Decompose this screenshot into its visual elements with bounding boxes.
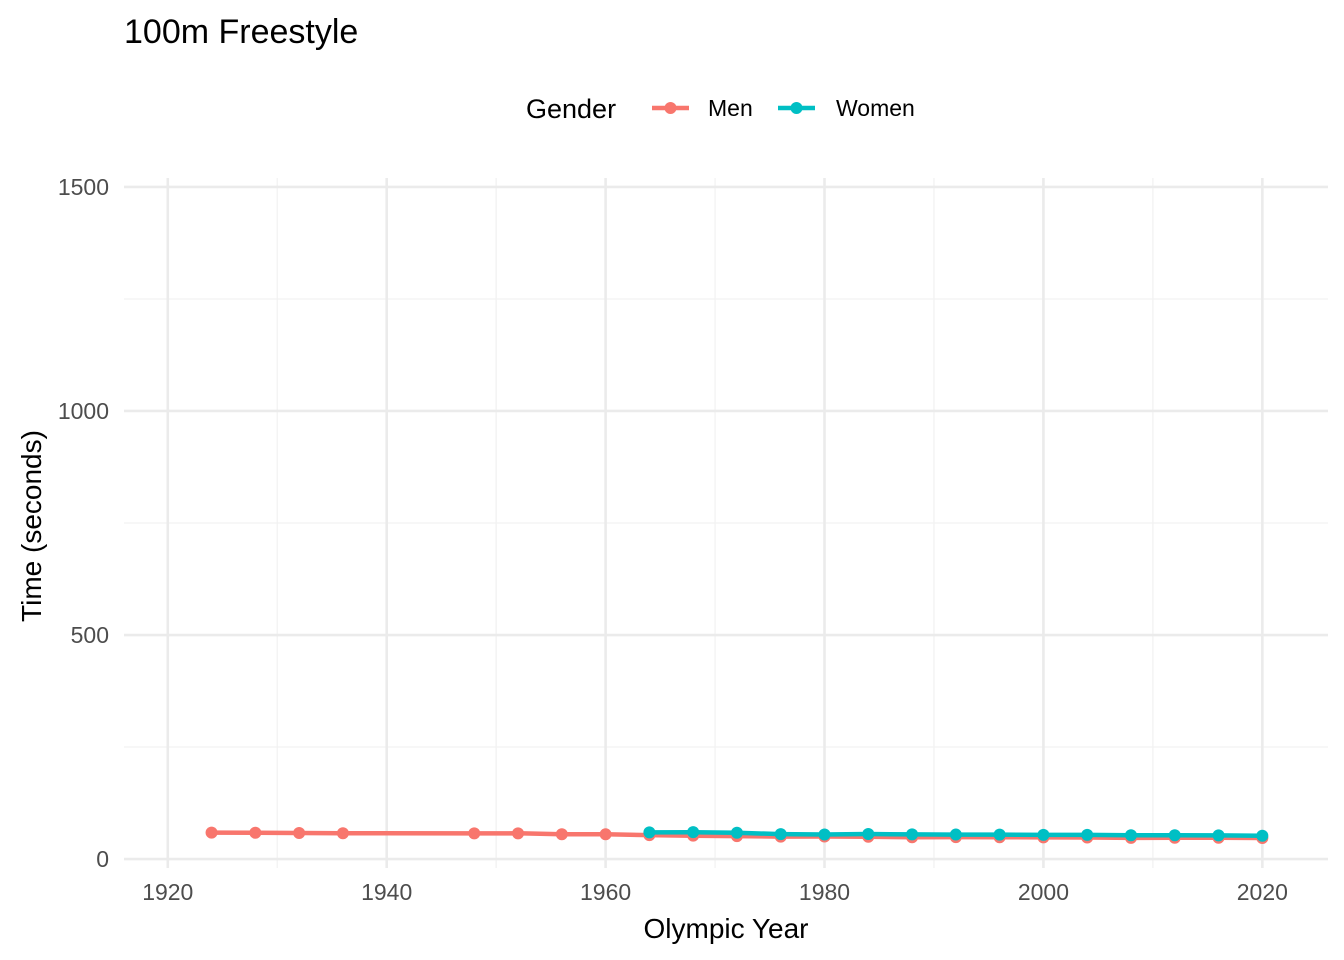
legend-key-men-point [664, 102, 677, 114]
legend-key-women-point [790, 102, 803, 114]
data-point-men [336, 827, 349, 840]
data-point-men [205, 826, 218, 839]
data-point-women [1168, 829, 1181, 842]
data-point-women [1212, 829, 1225, 842]
data-point-women [949, 828, 962, 841]
data-point-men [249, 826, 262, 839]
data-point-women [862, 827, 875, 840]
x-tick-label: 2020 [1237, 879, 1288, 905]
data-point-men [599, 828, 612, 841]
legend-item-men: Men [652, 95, 753, 121]
y-tick-label: 500 [71, 622, 109, 648]
data-point-women [1256, 829, 1269, 842]
x-tick-label: 1940 [361, 879, 412, 905]
legend: Gender Men Women [526, 94, 915, 124]
legend-title: Gender [526, 94, 616, 124]
series-women [643, 826, 1269, 842]
y-tick-label: 1000 [58, 398, 109, 424]
legend-label-women: Women [836, 95, 915, 121]
data-point-men [512, 827, 525, 840]
data-point-women [818, 828, 831, 841]
data-point-women [687, 826, 700, 839]
data-point-women [774, 828, 787, 841]
data-point-women [1081, 828, 1094, 841]
legend-item-women: Women [778, 95, 915, 121]
y-tick-label: 0 [96, 846, 109, 872]
data-point-women [993, 828, 1006, 841]
x-tick-label: 1920 [142, 879, 193, 905]
gridlines [124, 178, 1328, 868]
legend-label-men: Men [708, 95, 753, 121]
data-point-women [730, 826, 743, 839]
x-axis-title: Olympic Year [644, 913, 809, 944]
x-tick-label: 2000 [1018, 879, 1069, 905]
x-tick-label: 1980 [799, 879, 850, 905]
data-point-men [293, 826, 306, 839]
data-point-women [643, 826, 656, 839]
data-point-women [906, 828, 919, 841]
data-point-men [555, 828, 568, 841]
y-axis-title: Time (seconds) [16, 430, 47, 622]
data-point-men [468, 827, 481, 840]
data-point-women [1037, 828, 1050, 841]
y-tick-label: 1500 [58, 174, 109, 200]
data-point-women [1124, 829, 1137, 842]
y-tick-labels: 0 500 1000 1500 [58, 174, 109, 872]
x-tick-label: 1960 [580, 879, 631, 905]
x-tick-labels: 1920 1940 1960 1980 2000 2020 [142, 879, 1288, 905]
chart-title: 100m Freestyle [124, 13, 358, 51]
plot-series [205, 826, 1269, 844]
